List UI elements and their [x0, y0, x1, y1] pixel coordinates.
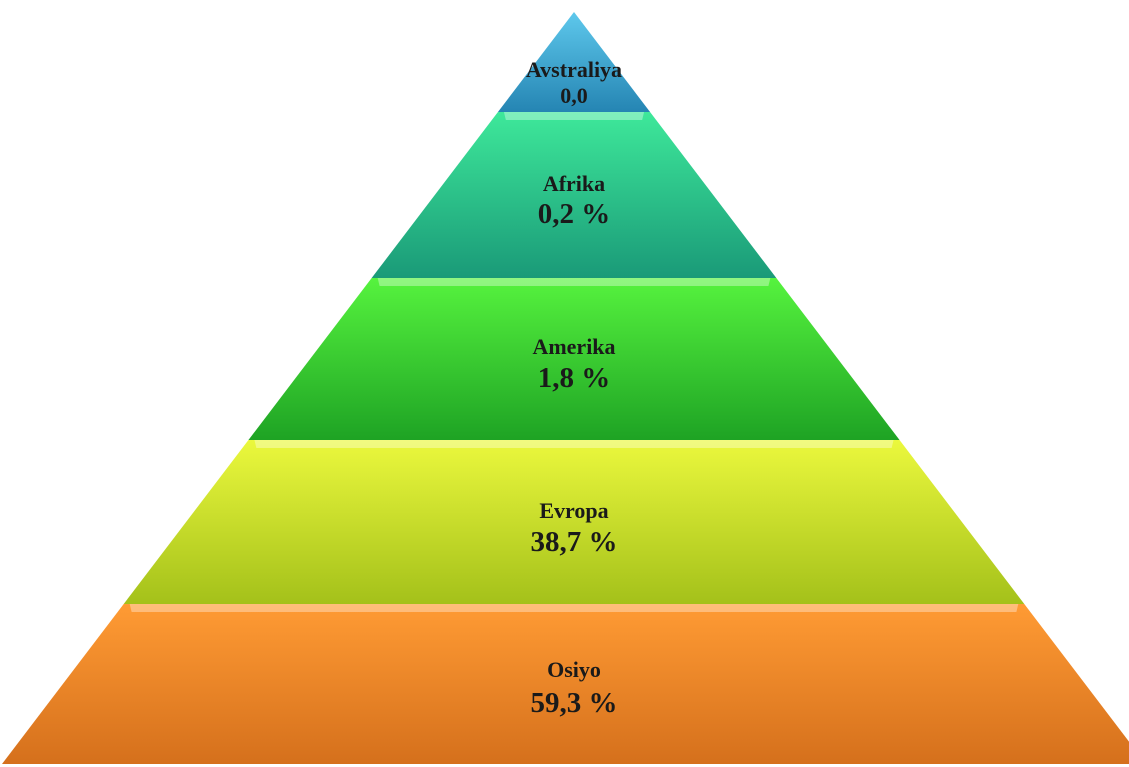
tier-value-label: 38,7 %	[531, 526, 618, 558]
tier-name-label: Osiyo	[547, 657, 601, 682]
tier-name-label: Amerika	[532, 334, 615, 359]
tier-value-label: 0,2 %	[538, 198, 611, 230]
tier-value-label: 0,0	[560, 83, 588, 108]
pyramid-tier-amerika: Amerika 1,8 %	[248, 278, 900, 440]
tier-highlight	[503, 112, 645, 120]
tier-value-label: 59,3 %	[531, 687, 618, 719]
tier-name-label: Evropa	[539, 498, 608, 523]
tier-name-label: Avstraliya	[526, 57, 622, 82]
tier-value-label: 1,8 %	[538, 362, 611, 394]
tier-highlight	[377, 278, 771, 286]
pyramid-tier-evropa: Evropa 38,7 %	[123, 440, 1025, 604]
tier-shape	[248, 278, 900, 440]
pyramid-tier-osiyo: Osiyo 59,3 %	[2, 604, 1129, 764]
tier-highlight	[254, 440, 894, 448]
tier-shape	[2, 604, 1129, 764]
tier-name-label: Afrika	[543, 171, 605, 196]
tier-shape	[371, 112, 777, 278]
tier-highlight	[129, 604, 1019, 612]
tier-shape	[123, 440, 1025, 604]
tier-shape	[497, 12, 651, 112]
